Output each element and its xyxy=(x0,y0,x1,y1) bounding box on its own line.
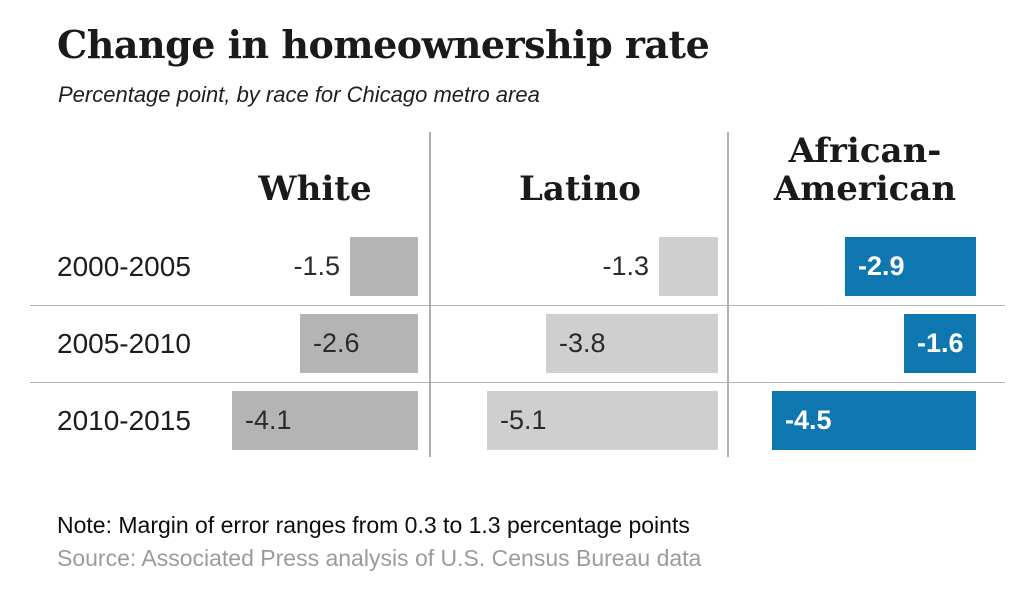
bar-latino-2010-2015 xyxy=(487,391,718,450)
bar-latino-2000-2005 xyxy=(659,237,718,296)
column-header-white: White xyxy=(258,169,372,209)
bar-african-american-2010-2015 xyxy=(772,391,976,450)
row-label: 2000-2005 xyxy=(57,250,191,282)
chart-source: Source: Associated Press analysis of U.S… xyxy=(57,545,702,571)
bar-value-label: -5.1 xyxy=(500,405,547,435)
chart-title: Change in homeownership rate xyxy=(57,22,710,67)
bar-african-american-2000-2005 xyxy=(845,237,976,296)
bar-value-label: -1.3 xyxy=(602,251,649,281)
row-label: 2010-2015 xyxy=(57,404,191,436)
row-label: 2005-2010 xyxy=(57,327,191,359)
bar-value-label: -4.1 xyxy=(245,405,292,435)
column-divider xyxy=(429,132,431,457)
chart-note: Note: Margin of error ranges from 0.3 to… xyxy=(57,512,690,538)
chart-subtitle: Percentage point, by race for Chicago me… xyxy=(58,82,540,107)
bar-white-2010-2015 xyxy=(232,391,418,450)
bar-value-label: -2.9 xyxy=(858,251,905,281)
bar-value-label: -1.6 xyxy=(917,328,964,358)
bar-white-2005-2010 xyxy=(300,314,418,373)
bar-white-2000-2005 xyxy=(350,237,418,296)
bar-value-label: -4.5 xyxy=(785,405,832,435)
bar-value-label: -2.6 xyxy=(313,328,360,358)
bar-african-american-2005-2010 xyxy=(904,314,976,373)
column-divider xyxy=(727,132,729,457)
column-header-african-american: African-American xyxy=(773,131,957,209)
bar-value-label: -1.5 xyxy=(293,251,340,281)
row-divider xyxy=(30,305,1005,306)
row-divider xyxy=(30,382,1005,383)
column-header-latino: Latino xyxy=(519,169,641,209)
bar-latino-2005-2010 xyxy=(546,314,718,373)
bar-value-label: -3.8 xyxy=(559,328,606,358)
